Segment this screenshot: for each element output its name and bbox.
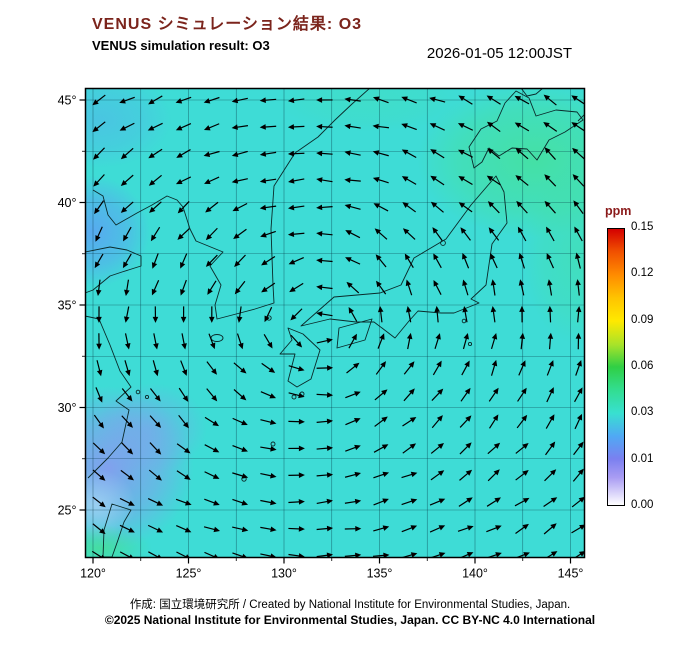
island-zhoushan-2 (144, 394, 150, 400)
wind-vector-arrows (91, 94, 585, 558)
coastline-honshu (300, 175, 508, 339)
o3-field-patches (85, 88, 585, 558)
svg-text:45°: 45° (58, 94, 77, 108)
svg-text:25°: 25° (58, 504, 77, 518)
figure-title-japanese: VENUS シミュレーション結果: O3 (92, 16, 363, 33)
figure-title-english: VENUS simulation result: O3 (92, 38, 270, 53)
svg-text:30°: 30° (58, 401, 77, 415)
valid-timestamp: 2026-01-05 12:00JST (426, 45, 572, 62)
svg-text:135°: 135° (367, 567, 393, 581)
colorbar-tick-label: 0.00 (631, 499, 654, 511)
coastlines (85, 88, 585, 558)
colorbar-tick-label: 0.03 (631, 406, 654, 419)
colorbar-tick-label: 0.06 (631, 360, 654, 372)
island-sado (440, 240, 446, 246)
coastline-kyushu (279, 327, 321, 388)
map-frame (84, 87, 586, 559)
svg-text:35°: 35° (58, 299, 77, 313)
colorbar-tick-label: 0.01 (631, 452, 654, 465)
graticule-grid (85, 88, 585, 558)
island-amami (270, 441, 276, 447)
coastline-korea-china (92, 88, 371, 320)
svg-text:120°: 120° (80, 567, 106, 581)
colorbar-tick-labels: 0.15 0.12 0.09 0.06 0.03 0.01 0.00 (631, 221, 671, 511)
svg-text:40°: 40° (58, 196, 77, 210)
credit-line: 作成: 国立環境研究所 / Created by National Instit… (129, 599, 571, 611)
svg-text:125°: 125° (176, 567, 202, 581)
svg-text:140°: 140° (462, 567, 488, 581)
island-yakushima (291, 394, 297, 400)
coastline-east-china (85, 315, 132, 479)
island-zhoushan-1 (135, 389, 141, 395)
svg-text:130°: 130° (271, 567, 297, 581)
island-izu-oshima (461, 318, 467, 324)
coastline-hokkaido (468, 90, 584, 169)
coastline-taiwan (102, 503, 132, 558)
colorbar-unit-label: ppm (605, 204, 632, 218)
colorbar-tick-label: 0.12 (631, 267, 654, 280)
axis-ticks-and-labels: 120° 125° 130° 135° 140° 145° 45° 40° 35° 30° 25° (58, 94, 584, 581)
coastline-shikoku (336, 318, 373, 349)
colorbar (607, 228, 625, 506)
license-line: ©2025 National Institute for Environment… (104, 613, 596, 627)
island-izu (467, 341, 473, 347)
colorbar-tick-label: 0.09 (631, 313, 654, 326)
colorbar-tick-label: 0.15 (631, 221, 654, 233)
coastline-shandong (85, 246, 142, 294)
coastline-sakhalin (520, 88, 544, 97)
svg-text:145°: 145° (558, 567, 584, 581)
